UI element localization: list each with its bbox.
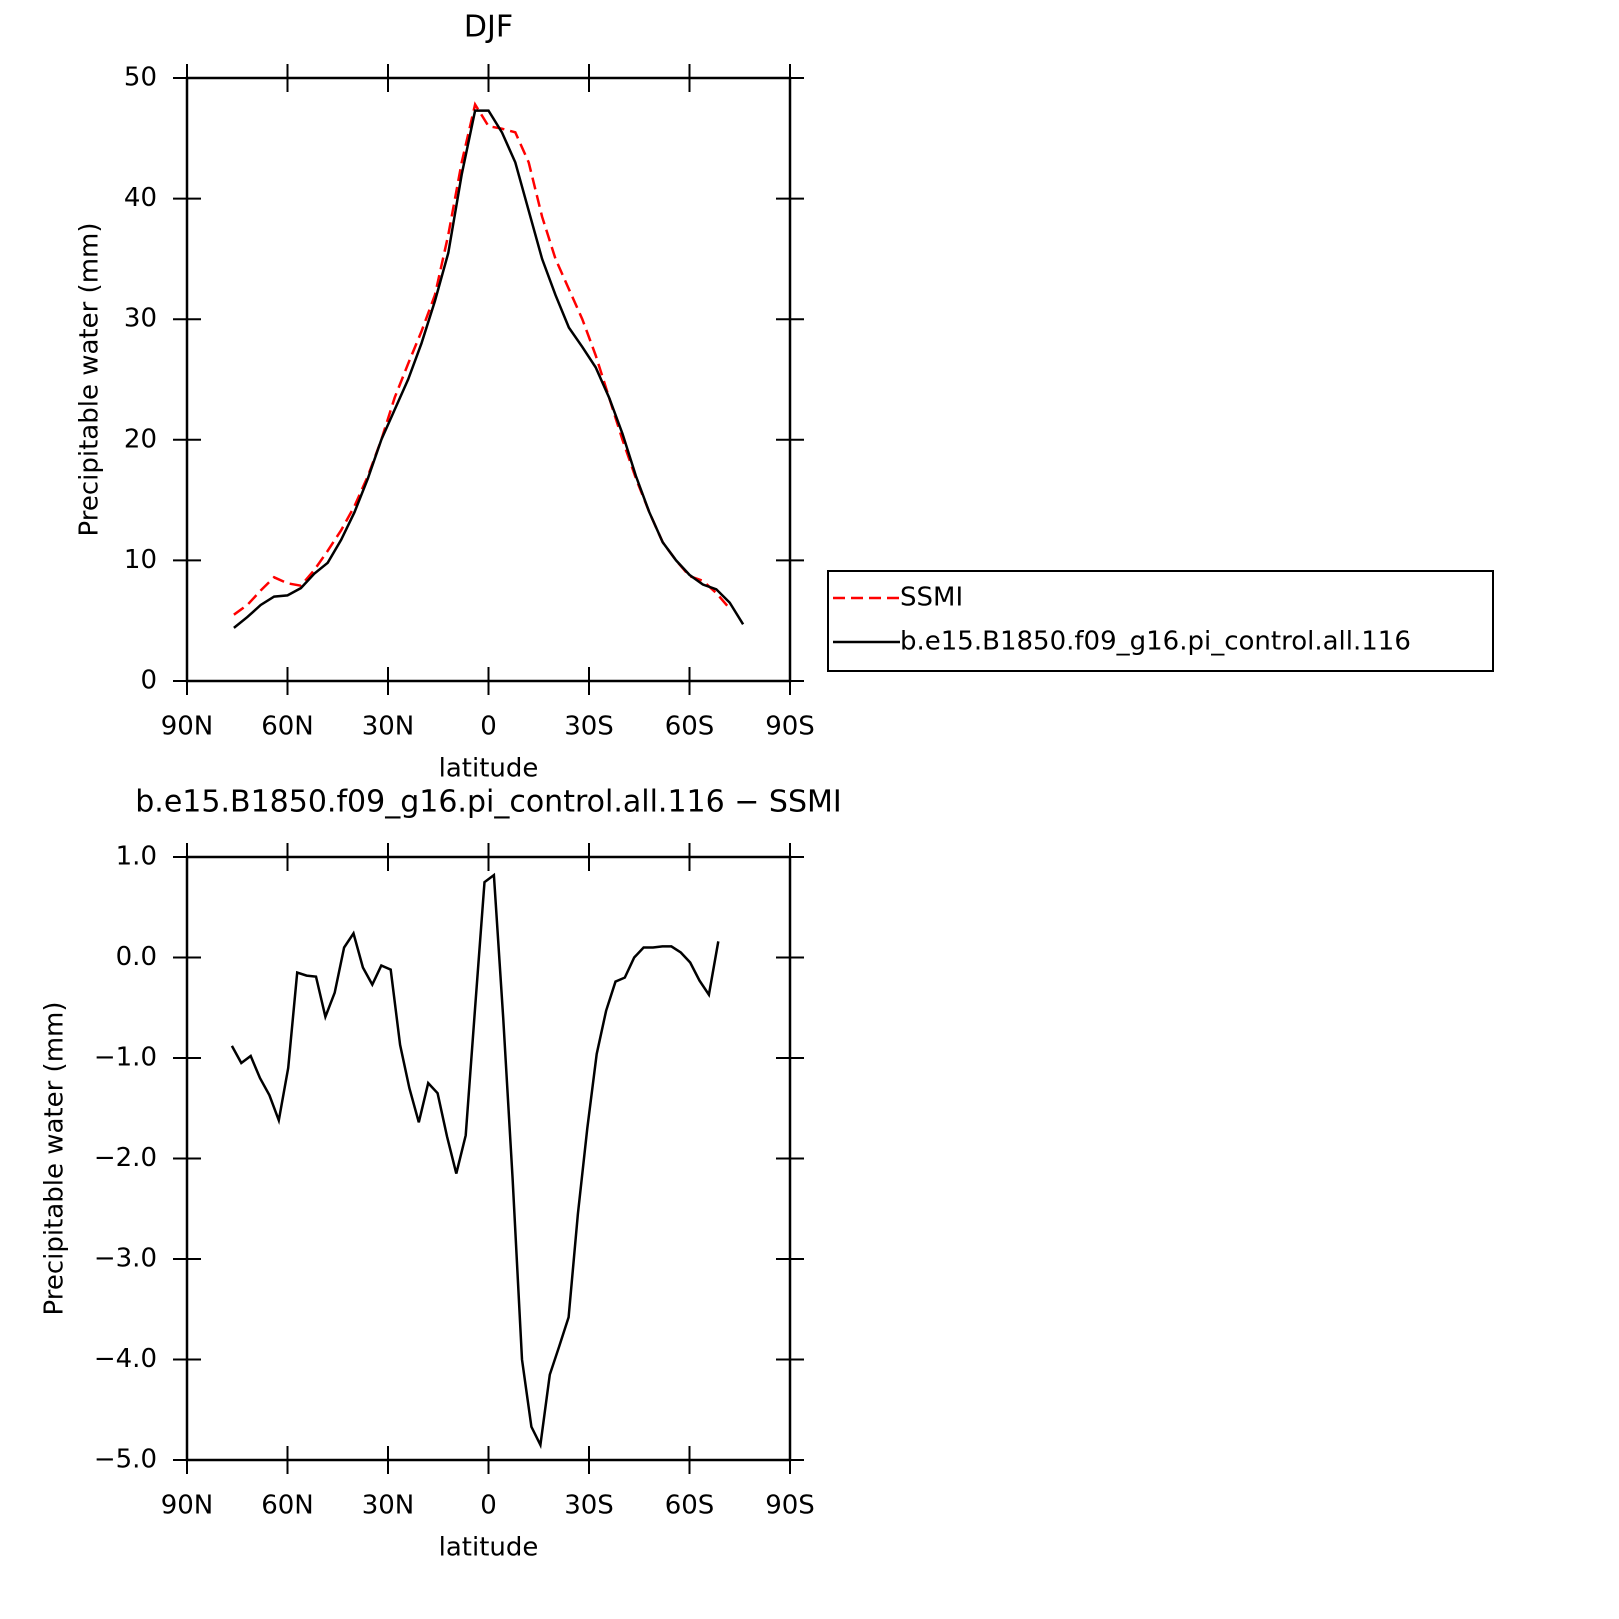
series-line bbox=[233, 101, 731, 616]
x-tick-label: 60S bbox=[665, 712, 715, 742]
x-tick-label: 30S bbox=[564, 1491, 614, 1521]
y-tick-label: −5.0 bbox=[94, 1445, 157, 1475]
plot-frame bbox=[185, 76, 792, 683]
x-tick-label: 60S bbox=[665, 1491, 715, 1521]
x-tick-label: 30S bbox=[564, 712, 614, 742]
y-axis-label: Precipitable water (mm) bbox=[40, 1002, 70, 1316]
chart-title: DJF bbox=[464, 10, 513, 45]
series-line bbox=[233, 109, 745, 629]
chart-title: b.e15.B1850.f09_g16.pi_control.all.116 −… bbox=[135, 785, 841, 820]
y-tick-label: −2.0 bbox=[94, 1143, 157, 1173]
x-tick-label: 30N bbox=[362, 712, 415, 742]
y-tick-label: 1.0 bbox=[116, 842, 157, 872]
x-tick-label: 30N bbox=[362, 1491, 415, 1521]
y-axis-label: Precipitable water (mm) bbox=[75, 223, 105, 537]
x-tick-label: 0 bbox=[480, 712, 497, 742]
x-tick-label: 60N bbox=[261, 1491, 314, 1521]
legend-label: b.e15.B1850.f09_g16.pi_control.all.116 bbox=[900, 627, 1411, 657]
x-tick-label: 90S bbox=[765, 1491, 815, 1521]
x-tick-label: 90N bbox=[161, 1491, 214, 1521]
x-tick-label: 90N bbox=[161, 712, 214, 742]
y-tick-label: 0.0 bbox=[116, 942, 157, 972]
x-tick-label: 60N bbox=[261, 712, 314, 742]
y-tick-label: 20 bbox=[124, 424, 157, 454]
legend-label: SSMI bbox=[900, 583, 963, 613]
x-axis-label: latitude bbox=[439, 1533, 539, 1563]
series-line bbox=[230, 872, 720, 1450]
legend-box bbox=[827, 570, 1494, 672]
y-tick-label: 40 bbox=[124, 183, 157, 213]
x-axis-label: latitude bbox=[439, 754, 539, 784]
y-tick-label: 50 bbox=[124, 63, 157, 93]
y-tick-label: −1.0 bbox=[94, 1043, 157, 1073]
y-tick-label: −4.0 bbox=[94, 1344, 157, 1374]
y-tick-label: 10 bbox=[124, 545, 157, 575]
x-tick-label: 90S bbox=[765, 712, 815, 742]
y-tick-label: 0 bbox=[140, 666, 157, 696]
plot-frame bbox=[185, 855, 792, 1462]
x-tick-label: 0 bbox=[480, 1491, 497, 1521]
y-tick-label: 30 bbox=[124, 304, 157, 334]
y-tick-label: −3.0 bbox=[94, 1244, 157, 1274]
